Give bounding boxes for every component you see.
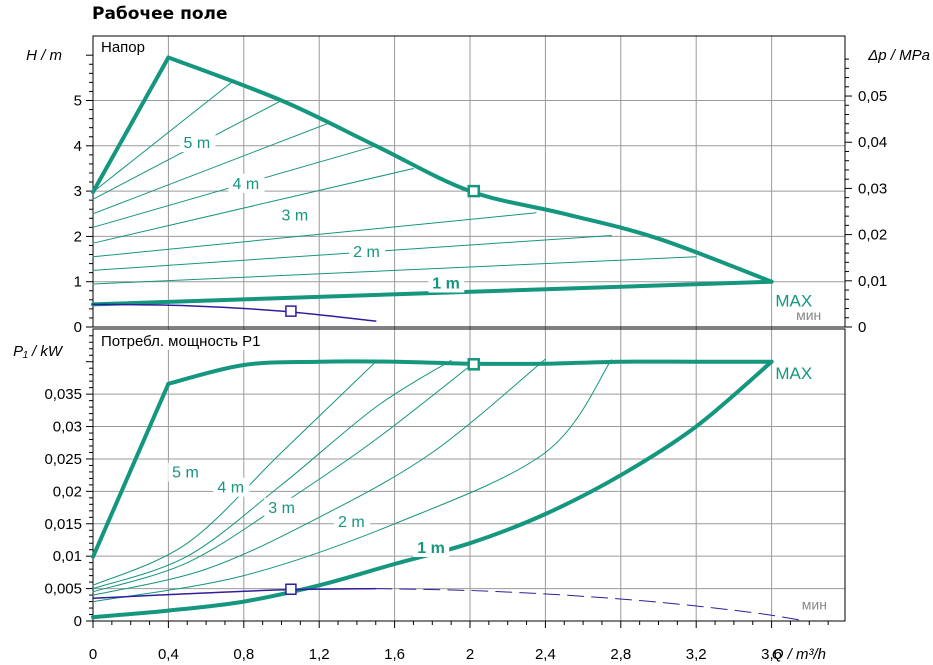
y-axis-label-head: H / m <box>26 47 62 64</box>
x-tick-label: 0,4 <box>158 646 179 663</box>
panel-label-bg <box>94 37 156 57</box>
power-panel-label: Потребл. мощность P1 <box>101 333 261 350</box>
x-tick-label: 3,2 <box>686 646 707 663</box>
head-max-curve-left <box>91 55 171 194</box>
x-tick-label: 2,4 <box>535 646 556 663</box>
power-1m-curve <box>91 359 774 620</box>
y-tick-label-right: 0,03 <box>858 180 887 197</box>
y-tick-label-right: 0,04 <box>858 134 887 151</box>
setpoint-label-bg <box>349 241 386 261</box>
x-tick-label: 1,6 <box>384 646 405 663</box>
operating-point-marker[interactable] <box>285 583 297 595</box>
y-tick-label: 2 <box>74 228 82 245</box>
head-min-label: мин <box>796 307 821 323</box>
operating-point-marker[interactable] <box>467 358 481 371</box>
y-tick-label-right: 0,05 <box>858 88 887 105</box>
setpoint-label-head: 3 m <box>282 208 309 225</box>
power-max-label: MAX <box>775 364 812 383</box>
setpoint-line-head <box>92 79 235 193</box>
figure-title: Рабочее поле <box>92 4 228 24</box>
x-tick-label: 0,8 <box>233 646 254 663</box>
power-min-curve-extrapolated <box>375 588 806 622</box>
panel-label-bg <box>94 330 306 350</box>
head-panel-label: Напор <box>101 39 145 56</box>
y-tick-label: 5 <box>74 93 82 110</box>
operating-point-marker[interactable] <box>285 305 297 317</box>
head-min-setpoint-line <box>91 279 774 307</box>
y-tick-label: 0,035 <box>44 386 82 403</box>
head-max-label: MAX <box>775 292 812 311</box>
x-tick-label: 1,2 <box>309 646 330 663</box>
x-tick-label: 0 <box>89 646 97 663</box>
setpoint-curve-power <box>92 359 612 603</box>
setpoint-label-power: 1 m <box>417 540 445 557</box>
power-min-label: мин <box>802 596 827 612</box>
x-axis-label: Q / m³/h <box>772 646 826 663</box>
setpoint-label-bg <box>168 462 205 482</box>
setpoint-label-power: 5 m <box>172 465 199 482</box>
power-max-curve-left <box>91 381 171 559</box>
y-tick-label: 1 <box>74 274 82 291</box>
head-min-curve <box>92 303 377 322</box>
x-tick-label: 2 <box>466 646 474 663</box>
y-axis-label-power: P₁ / kW <box>13 343 64 360</box>
setpoint-label-bg <box>179 133 216 153</box>
setpoint-label-head: 1 m <box>432 275 460 292</box>
setpoint-line-head <box>92 168 414 244</box>
setpoint-label-bg <box>334 512 371 532</box>
y-tick-label: 0,02 <box>53 483 82 500</box>
setpoint-label-power: 2 m <box>338 514 365 531</box>
setpoint-label-bg <box>213 477 250 497</box>
x-tick-label: 3,6 <box>761 646 782 663</box>
setpoint-line-head <box>92 256 697 285</box>
operating-point-marker[interactable] <box>467 184 481 198</box>
setpoint-curve-power <box>92 361 377 586</box>
y-tick-label: 0,005 <box>44 581 82 598</box>
y-tick-label: 0,025 <box>44 451 82 468</box>
y-tick-label: 0 <box>74 319 82 336</box>
setpoint-label-head: 5 m <box>183 135 210 152</box>
setpoint-label-head: 2 m <box>353 244 380 261</box>
setpoint-line-head <box>92 122 330 215</box>
head-panel-frame <box>92 35 846 328</box>
y-tick-label: 0,01 <box>53 548 82 565</box>
y-tick-label: 4 <box>74 138 82 155</box>
y-tick-label-right: 0,01 <box>858 273 887 290</box>
power-panel-frame <box>92 328 846 622</box>
setpoint-curve-power <box>92 359 452 590</box>
x-tick-label: 2,8 <box>610 646 631 663</box>
y-tick-label-right: 0,02 <box>858 227 887 244</box>
setpoint-label-bg <box>264 497 301 517</box>
y-tick-label: 0,015 <box>44 516 82 533</box>
setpoint-label-bg <box>428 273 465 293</box>
y-tick-label: 0,03 <box>53 419 82 436</box>
setpoint-label-bg <box>228 173 265 193</box>
setpoint-label-head: 4 m <box>232 176 259 193</box>
setpoint-label-bg <box>413 537 450 557</box>
y-tick-label: 3 <box>74 183 82 200</box>
setpoint-label-power: 3 m <box>268 500 295 517</box>
setpoint-label-power: 4 m <box>217 480 244 497</box>
setpoint-curve-power <box>92 358 546 596</box>
setpoint-line-head <box>92 212 537 258</box>
setpoint-label-bg <box>277 205 314 225</box>
y-axis-label-right: Δp / MPa <box>867 47 930 64</box>
y-tick-label-right: 0 <box>858 319 866 336</box>
power-min-curve <box>92 587 377 600</box>
y-tick-label: 0 <box>74 613 82 630</box>
